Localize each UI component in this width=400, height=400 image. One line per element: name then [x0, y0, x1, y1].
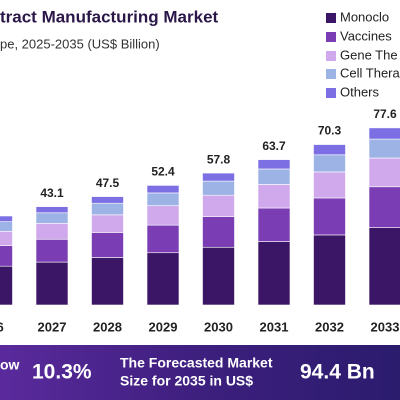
bar-segment [202, 194, 235, 217]
legend-label: Others [340, 84, 380, 99]
bar-segment [368, 186, 400, 228]
total-label: 57.8 [207, 152, 231, 166]
legend-swatch [326, 51, 336, 61]
bar-segment [257, 159, 291, 170]
bar-segment [313, 171, 346, 199]
bar-segment [202, 180, 235, 196]
banner-caption: The Forecasted Market [120, 355, 273, 371]
banner-left: ow [0, 357, 20, 373]
bar-segment [368, 227, 400, 306]
bar-segment [202, 172, 235, 182]
bar-segment [313, 234, 346, 306]
bar-segment [257, 207, 291, 242]
legend-label: Monoclo [340, 9, 389, 24]
bar-segment [0, 265, 13, 306]
x-tick-label: 2027 [38, 319, 67, 334]
total-label: 43.1 [40, 186, 64, 200]
bar-segment [368, 157, 400, 188]
x-tick-label: 2031 [260, 319, 289, 334]
bar-segment [0, 221, 13, 232]
bar-segment [91, 214, 124, 233]
bar-segment [0, 215, 13, 222]
legend-label: Cell Thera [340, 65, 400, 80]
total-label: 52.4 [151, 165, 175, 179]
x-tick-label: 2030 [204, 319, 233, 334]
total-label: 77.6 [373, 107, 397, 121]
x-tick-label: 2033 [371, 319, 400, 334]
legend-swatch [326, 13, 336, 23]
bar-segment [202, 246, 235, 306]
bar-segment [146, 192, 180, 207]
x-tick-label: 2029 [149, 319, 178, 334]
bar-segment [91, 196, 124, 204]
bar-segment [313, 144, 346, 156]
bar-segment [368, 138, 400, 159]
bar-segment [313, 154, 346, 173]
total-label: 70.3 [318, 124, 342, 138]
banner [0, 345, 400, 400]
banner-caption: Size for 2035 in US$ [120, 373, 253, 389]
legend-swatch [326, 32, 336, 42]
legend-swatch [326, 69, 336, 79]
x-tick-label: 2032 [315, 319, 344, 334]
bar-segment [146, 224, 180, 254]
cagr: 10.3% [32, 361, 92, 384]
bar-segment [146, 185, 180, 194]
forecast: 94.4 Bn [300, 361, 375, 384]
bar-segment [202, 216, 235, 248]
bar-segment [91, 257, 124, 306]
bar-segment [313, 197, 346, 236]
total-label: 63.7 [262, 139, 286, 153]
legend-label: Gene The [340, 47, 398, 62]
bar-segment [91, 232, 124, 258]
bar-segment [257, 168, 291, 185]
bar-segment [368, 127, 400, 140]
bar-segment [146, 252, 180, 306]
bar-segment [257, 184, 291, 209]
x-tick-label: 26 [0, 319, 4, 334]
bar-segment [35, 261, 69, 306]
bar-segment [35, 206, 69, 214]
bar-segment [35, 222, 69, 240]
bar-segment [0, 230, 13, 246]
bar-segment [91, 202, 124, 216]
chart-title: tract Manufacturing Market [0, 7, 219, 26]
bar-segment [35, 238, 69, 263]
chart-subtitle: pe, 2025-2035 (US$ Billion) [0, 36, 160, 51]
legend-swatch [326, 88, 336, 98]
bar-segment [146, 205, 180, 226]
x-tick-label: 2028 [93, 319, 122, 334]
legend-label: Vaccines [340, 28, 392, 43]
bar-segment [35, 212, 69, 224]
bar-segment [0, 245, 13, 267]
bar-segment [257, 241, 291, 306]
total-label: 47.5 [96, 176, 120, 190]
